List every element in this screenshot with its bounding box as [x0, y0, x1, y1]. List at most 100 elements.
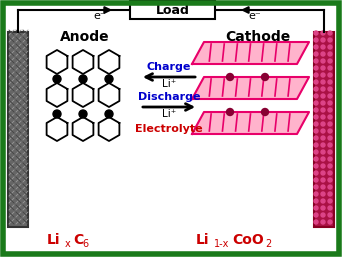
Text: Discharge: Discharge	[138, 92, 200, 102]
Circle shape	[328, 178, 332, 182]
Circle shape	[328, 115, 332, 119]
Circle shape	[328, 185, 332, 189]
Circle shape	[314, 192, 318, 196]
Circle shape	[321, 59, 325, 63]
Circle shape	[321, 213, 325, 217]
Circle shape	[314, 199, 318, 203]
Circle shape	[321, 80, 325, 84]
Text: Li: Li	[47, 233, 61, 247]
Circle shape	[328, 136, 332, 140]
Circle shape	[321, 38, 325, 42]
Circle shape	[314, 108, 318, 112]
Text: Li⁺: Li⁺	[162, 79, 176, 89]
Circle shape	[328, 122, 332, 126]
Polygon shape	[192, 42, 309, 64]
Circle shape	[321, 171, 325, 175]
Circle shape	[321, 143, 325, 147]
Circle shape	[314, 45, 318, 49]
Circle shape	[328, 108, 332, 112]
Circle shape	[321, 115, 325, 119]
Text: Load: Load	[156, 4, 189, 16]
Circle shape	[314, 213, 318, 217]
Circle shape	[226, 74, 234, 80]
Bar	[314, 32, 334, 227]
Text: CoO: CoO	[232, 233, 264, 247]
Circle shape	[328, 45, 332, 49]
Circle shape	[328, 129, 332, 133]
Circle shape	[314, 38, 318, 42]
Text: e⁻: e⁻	[94, 11, 106, 21]
Circle shape	[321, 199, 325, 203]
Polygon shape	[192, 77, 309, 99]
Text: Cathode: Cathode	[225, 30, 291, 44]
Text: e⁻: e⁻	[249, 11, 261, 21]
Circle shape	[328, 192, 332, 196]
Circle shape	[226, 108, 234, 115]
Text: Anode: Anode	[60, 30, 110, 44]
Circle shape	[314, 80, 318, 84]
Circle shape	[321, 31, 325, 35]
Text: 1-x: 1-x	[214, 239, 229, 249]
Circle shape	[314, 52, 318, 56]
Circle shape	[314, 73, 318, 77]
Circle shape	[328, 52, 332, 56]
Circle shape	[321, 220, 325, 224]
Circle shape	[321, 52, 325, 56]
Circle shape	[314, 164, 318, 168]
FancyBboxPatch shape	[130, 1, 215, 19]
Text: Li⁺: Li⁺	[162, 109, 176, 119]
Circle shape	[328, 87, 332, 91]
Circle shape	[328, 38, 332, 42]
Circle shape	[314, 171, 318, 175]
Bar	[8, 32, 28, 227]
Circle shape	[53, 110, 61, 118]
Circle shape	[314, 101, 318, 105]
Circle shape	[328, 150, 332, 154]
Circle shape	[328, 220, 332, 224]
Circle shape	[314, 31, 318, 35]
Circle shape	[314, 178, 318, 182]
Circle shape	[328, 73, 332, 77]
Circle shape	[79, 110, 87, 118]
Circle shape	[321, 150, 325, 154]
Text: Electrolyte: Electrolyte	[135, 124, 203, 134]
Circle shape	[321, 66, 325, 70]
Circle shape	[79, 75, 87, 83]
Circle shape	[314, 220, 318, 224]
Circle shape	[328, 157, 332, 161]
Circle shape	[328, 31, 332, 35]
Text: 6: 6	[82, 239, 88, 249]
Circle shape	[321, 157, 325, 161]
Circle shape	[328, 213, 332, 217]
Circle shape	[321, 164, 325, 168]
Circle shape	[314, 185, 318, 189]
Circle shape	[314, 143, 318, 147]
Circle shape	[105, 110, 113, 118]
Circle shape	[328, 206, 332, 210]
Circle shape	[314, 87, 318, 91]
Circle shape	[328, 143, 332, 147]
Circle shape	[314, 122, 318, 126]
Circle shape	[328, 80, 332, 84]
Circle shape	[321, 206, 325, 210]
Circle shape	[321, 129, 325, 133]
Circle shape	[314, 129, 318, 133]
Circle shape	[328, 66, 332, 70]
Circle shape	[314, 66, 318, 70]
Circle shape	[328, 199, 332, 203]
Circle shape	[314, 150, 318, 154]
Polygon shape	[192, 112, 309, 134]
Circle shape	[53, 75, 61, 83]
Circle shape	[321, 192, 325, 196]
Circle shape	[321, 108, 325, 112]
Circle shape	[328, 101, 332, 105]
Circle shape	[321, 122, 325, 126]
Circle shape	[314, 59, 318, 63]
Circle shape	[321, 136, 325, 140]
Circle shape	[321, 87, 325, 91]
Circle shape	[328, 171, 332, 175]
Text: Charge: Charge	[147, 62, 191, 72]
Circle shape	[321, 185, 325, 189]
Circle shape	[262, 108, 268, 115]
Circle shape	[328, 164, 332, 168]
